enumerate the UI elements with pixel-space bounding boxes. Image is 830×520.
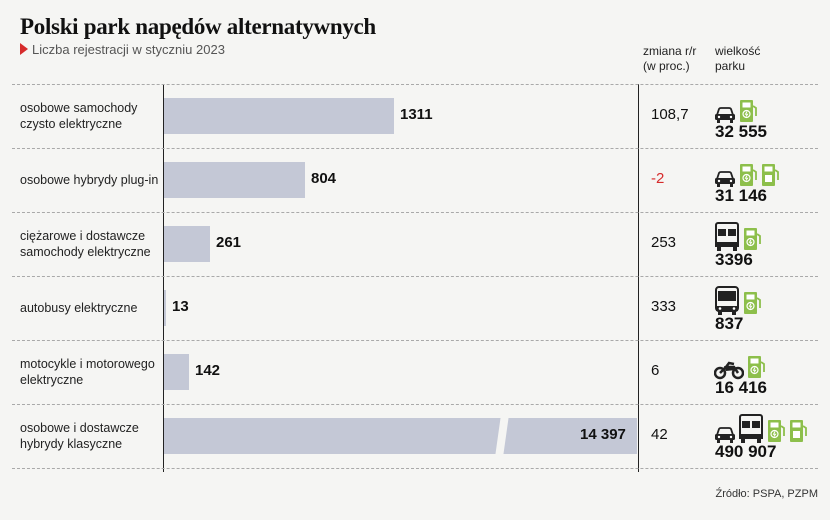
bar-value-label: 1311 bbox=[400, 106, 433, 123]
row-label-line: osobowe samochody bbox=[20, 101, 138, 115]
yoy-change-value: 108,7 bbox=[651, 106, 689, 123]
fuel-pump-icon bbox=[788, 418, 808, 444]
yoy-change-value: 253 bbox=[651, 234, 677, 251]
row-separator bbox=[12, 148, 818, 149]
car-icon bbox=[714, 426, 736, 444]
row-separator bbox=[12, 340, 818, 341]
bar bbox=[164, 290, 166, 326]
source-note: Źródło: PSPA, PZPM bbox=[715, 488, 819, 500]
bar-value-label: 261 bbox=[216, 234, 242, 251]
row-label-line: czysto elektryczne bbox=[20, 117, 123, 131]
row-label: osobowe samochody czysto elektryczne bbox=[20, 99, 160, 133]
row-separator bbox=[12, 84, 818, 85]
bar-value-label: 14 397 bbox=[580, 426, 626, 443]
bar-value-label: 13 bbox=[172, 298, 189, 315]
column-header-change-line1: zmiana r/r bbox=[643, 44, 697, 58]
charger-icon bbox=[766, 418, 786, 444]
row-separator bbox=[12, 404, 818, 405]
row-label: ciężarowe i dostawcze samochody elektrycz… bbox=[20, 227, 160, 261]
charger-icon bbox=[742, 226, 762, 252]
vehicle-icons bbox=[714, 284, 762, 316]
subtitle-text: Liczba rejestracji w styczniu 2023 bbox=[32, 42, 225, 57]
column-header-fleet-line2: parku bbox=[715, 59, 746, 73]
charger-icon bbox=[738, 162, 758, 188]
bar-value-label: 142 bbox=[195, 362, 221, 379]
row-label-text: motocykle i motorowego elektryczne bbox=[20, 356, 155, 388]
fleet-size-value: 837 bbox=[715, 314, 744, 333]
axis-line-left bbox=[163, 84, 164, 472]
fuel-pump-icon bbox=[760, 162, 780, 188]
bar bbox=[164, 226, 210, 262]
bar bbox=[164, 418, 637, 454]
row-label-line: ciężarowe i dostawcze bbox=[20, 229, 146, 243]
yoy-change-value: 42 bbox=[651, 426, 668, 443]
row-label-line: samochody elektryczne bbox=[20, 245, 151, 259]
row-label-text: osobowe i dostawcze hybrydy klasyczne bbox=[20, 420, 139, 452]
row-label-text: osobowe samochody czysto elektryczne bbox=[20, 100, 137, 132]
vehicle-icons bbox=[714, 92, 758, 124]
fleet-size-value: 32 555 bbox=[715, 122, 767, 141]
row-label-line: motocykle i motorowego bbox=[20, 357, 155, 371]
triangle-marker-icon bbox=[20, 43, 28, 55]
row-separator bbox=[12, 212, 818, 213]
vehicle-icons bbox=[714, 412, 808, 444]
charger-icon bbox=[738, 98, 758, 124]
row-label: motocykle i motorowego elektryczne bbox=[20, 355, 160, 389]
bar-value-label: 804 bbox=[311, 170, 337, 187]
row-label: osobowe i dostawcze hybrydy klasyczne bbox=[20, 419, 160, 453]
row-label-line: hybrydy klasyczne bbox=[20, 437, 123, 451]
yoy-change-value: 333 bbox=[651, 298, 677, 315]
row-label: osobowe hybrydy plug-in bbox=[20, 163, 160, 197]
row-separator bbox=[12, 468, 818, 469]
fleet-size-value: 16 416 bbox=[715, 378, 767, 397]
axis-line-right bbox=[638, 84, 639, 472]
yoy-change-value: -2 bbox=[651, 170, 665, 187]
row-label-text: ciężarowe i dostawcze samochody elektrycz… bbox=[20, 228, 151, 260]
charger-icon bbox=[746, 354, 766, 380]
page-title: Polski park napędów alternatywnych bbox=[20, 14, 376, 39]
subtitle: Liczba rejestracji w styczniu 2023 bbox=[20, 42, 225, 57]
row-label: autobusy elektryczne bbox=[20, 291, 160, 325]
bar bbox=[164, 98, 394, 134]
column-header-fleet: wielkość parku bbox=[715, 44, 760, 74]
row-separator bbox=[12, 276, 818, 277]
charger-icon bbox=[742, 290, 762, 316]
row-label-text: osobowe hybrydy plug-in bbox=[20, 172, 158, 188]
car-icon bbox=[714, 170, 736, 188]
motorcycle-icon bbox=[714, 360, 744, 380]
truck-icon bbox=[714, 222, 740, 252]
column-header-change-line2: (w proc.) bbox=[643, 59, 690, 73]
column-header-fleet-line1: wielkość bbox=[715, 44, 761, 58]
yoy-change-value: 6 bbox=[651, 362, 660, 379]
row-label-line: elektryczne bbox=[20, 373, 84, 387]
bus-icon bbox=[714, 286, 740, 316]
column-header-change: zmiana r/r (w proc.) bbox=[643, 44, 696, 74]
fleet-size-value: 3396 bbox=[715, 250, 753, 269]
vehicle-icons bbox=[714, 348, 766, 380]
vehicle-icons bbox=[714, 156, 780, 188]
fleet-size-value: 31 146 bbox=[715, 186, 767, 205]
car-icon bbox=[714, 106, 736, 124]
fleet-size-value: 490 907 bbox=[715, 442, 777, 461]
vehicle-icons bbox=[714, 220, 762, 252]
row-label-line: osobowe hybrydy plug-in bbox=[20, 173, 159, 187]
bar bbox=[164, 354, 189, 390]
row-label-line: autobusy elektryczne bbox=[20, 301, 138, 315]
row-label-text: autobusy elektryczne bbox=[20, 300, 137, 316]
truck-icon bbox=[738, 414, 764, 444]
bar bbox=[164, 162, 305, 198]
row-label-line: osobowe i dostawcze bbox=[20, 421, 139, 435]
